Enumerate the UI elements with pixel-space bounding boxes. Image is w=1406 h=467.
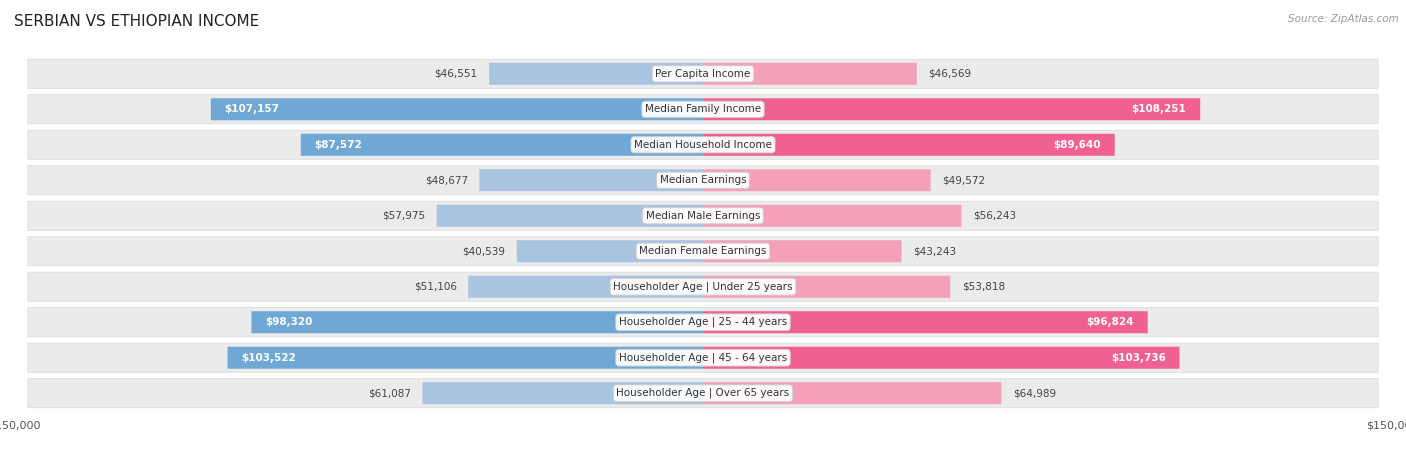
FancyBboxPatch shape <box>489 63 703 85</box>
FancyBboxPatch shape <box>28 130 1378 159</box>
Text: $61,087: $61,087 <box>368 388 411 398</box>
Text: Median Female Earnings: Median Female Earnings <box>640 246 766 256</box>
FancyBboxPatch shape <box>422 382 703 404</box>
Text: $53,818: $53,818 <box>962 282 1005 292</box>
FancyBboxPatch shape <box>703 169 931 191</box>
Text: $108,251: $108,251 <box>1132 104 1187 114</box>
Text: $98,320: $98,320 <box>266 317 312 327</box>
FancyBboxPatch shape <box>28 379 1378 408</box>
FancyBboxPatch shape <box>703 134 1115 156</box>
FancyBboxPatch shape <box>28 59 1378 88</box>
Text: Median Earnings: Median Earnings <box>659 175 747 185</box>
Text: Source: ZipAtlas.com: Source: ZipAtlas.com <box>1288 14 1399 24</box>
FancyBboxPatch shape <box>28 308 1378 337</box>
Text: Per Capita Income: Per Capita Income <box>655 69 751 79</box>
Text: Median Household Income: Median Household Income <box>634 140 772 150</box>
Text: $48,677: $48,677 <box>425 175 468 185</box>
Text: $49,572: $49,572 <box>942 175 986 185</box>
FancyBboxPatch shape <box>479 169 703 191</box>
Text: $89,640: $89,640 <box>1053 140 1101 150</box>
FancyBboxPatch shape <box>703 205 962 227</box>
FancyBboxPatch shape <box>211 98 703 120</box>
Text: Median Family Income: Median Family Income <box>645 104 761 114</box>
Text: $43,243: $43,243 <box>912 246 956 256</box>
Legend: Serbian, Ethiopian: Serbian, Ethiopian <box>623 464 783 467</box>
FancyBboxPatch shape <box>28 201 1378 230</box>
FancyBboxPatch shape <box>703 240 901 262</box>
Text: Householder Age | Under 25 years: Householder Age | Under 25 years <box>613 282 793 292</box>
FancyBboxPatch shape <box>28 343 1378 372</box>
Text: $51,106: $51,106 <box>413 282 457 292</box>
Text: $103,522: $103,522 <box>242 353 297 363</box>
Text: Householder Age | 25 - 44 years: Householder Age | 25 - 44 years <box>619 317 787 327</box>
Text: $57,975: $57,975 <box>382 211 425 221</box>
FancyBboxPatch shape <box>703 382 1001 404</box>
Text: Median Male Earnings: Median Male Earnings <box>645 211 761 221</box>
Text: $103,736: $103,736 <box>1111 353 1166 363</box>
Text: $96,824: $96,824 <box>1087 317 1133 327</box>
FancyBboxPatch shape <box>703 311 1147 333</box>
Text: Householder Age | Over 65 years: Householder Age | Over 65 years <box>616 388 790 398</box>
FancyBboxPatch shape <box>28 166 1378 195</box>
FancyBboxPatch shape <box>703 347 1180 369</box>
Text: $46,569: $46,569 <box>928 69 972 79</box>
FancyBboxPatch shape <box>28 237 1378 266</box>
FancyBboxPatch shape <box>703 98 1201 120</box>
FancyBboxPatch shape <box>517 240 703 262</box>
Text: $40,539: $40,539 <box>463 246 505 256</box>
Text: $107,157: $107,157 <box>225 104 280 114</box>
Text: SERBIAN VS ETHIOPIAN INCOME: SERBIAN VS ETHIOPIAN INCOME <box>14 14 259 29</box>
FancyBboxPatch shape <box>301 134 703 156</box>
FancyBboxPatch shape <box>28 272 1378 301</box>
FancyBboxPatch shape <box>703 276 950 298</box>
FancyBboxPatch shape <box>228 347 703 369</box>
Text: $64,989: $64,989 <box>1012 388 1056 398</box>
Text: Householder Age | 45 - 64 years: Householder Age | 45 - 64 years <box>619 353 787 363</box>
Text: $87,572: $87,572 <box>315 140 363 150</box>
FancyBboxPatch shape <box>468 276 703 298</box>
FancyBboxPatch shape <box>437 205 703 227</box>
Text: $56,243: $56,243 <box>973 211 1017 221</box>
FancyBboxPatch shape <box>252 311 703 333</box>
FancyBboxPatch shape <box>28 95 1378 124</box>
Text: $46,551: $46,551 <box>434 69 478 79</box>
FancyBboxPatch shape <box>703 63 917 85</box>
